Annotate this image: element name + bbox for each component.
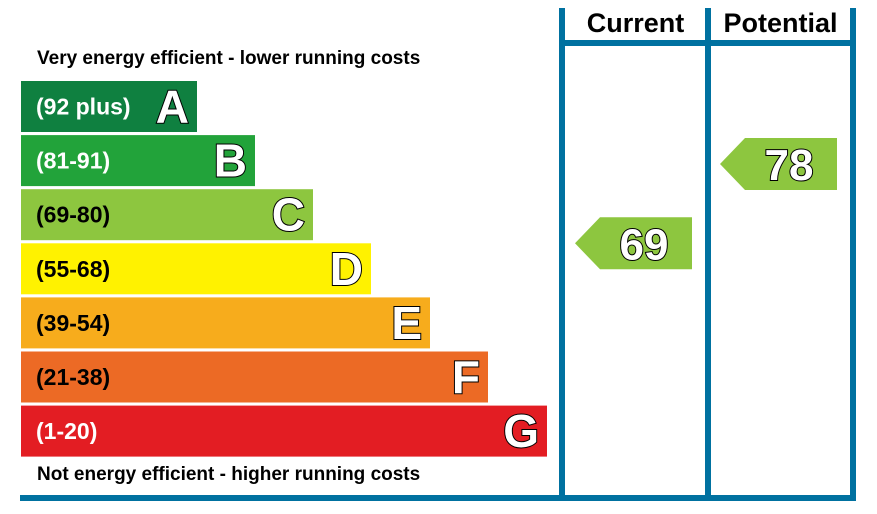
rating-arrow-potential (720, 138, 837, 191)
column-header-potential: Potential (723, 8, 837, 38)
band-range-f: (21-38) (36, 364, 110, 390)
band-bar-f (21, 351, 488, 403)
band-bar-c (21, 189, 313, 241)
band-bar-d (21, 243, 371, 295)
top-efficiency-text: Very energy efficient - lower running co… (37, 48, 420, 69)
rating-arrow-current (575, 217, 692, 270)
band-letter-c: C (272, 189, 305, 241)
bottom-efficiency-text: Not energy efficient - higher running co… (37, 464, 420, 485)
band-letter-f: F (452, 351, 480, 403)
band-range-g: (1-20) (36, 418, 97, 444)
band-bar-g (21, 405, 547, 457)
band-letter-e: E (391, 297, 422, 349)
band-range-c: (69-80) (36, 202, 110, 228)
potential-column-right-line (850, 8, 856, 500)
band-letter-d: D (330, 243, 363, 295)
current-column-left-line (559, 8, 565, 500)
band-letter-g: G (503, 405, 539, 457)
band-bar-e (21, 297, 430, 349)
band-bar-a (21, 81, 197, 132)
rating-value-current: 69 (620, 220, 669, 269)
column-divider-line (705, 8, 711, 500)
band-range-e: (39-54) (36, 310, 110, 336)
rating-value-potential: 78 (765, 141, 814, 190)
band-bar-b (21, 135, 255, 187)
bottom-frame-line (20, 495, 856, 501)
band-range-b: (81-91) (36, 148, 110, 174)
header-underline (559, 40, 856, 46)
band-letter-a: A (156, 81, 189, 133)
band-range-d: (55-68) (36, 256, 110, 282)
band-letter-b: B (214, 135, 247, 187)
column-header-current: Current (587, 8, 685, 38)
band-range-a: (92 plus) (36, 94, 131, 120)
